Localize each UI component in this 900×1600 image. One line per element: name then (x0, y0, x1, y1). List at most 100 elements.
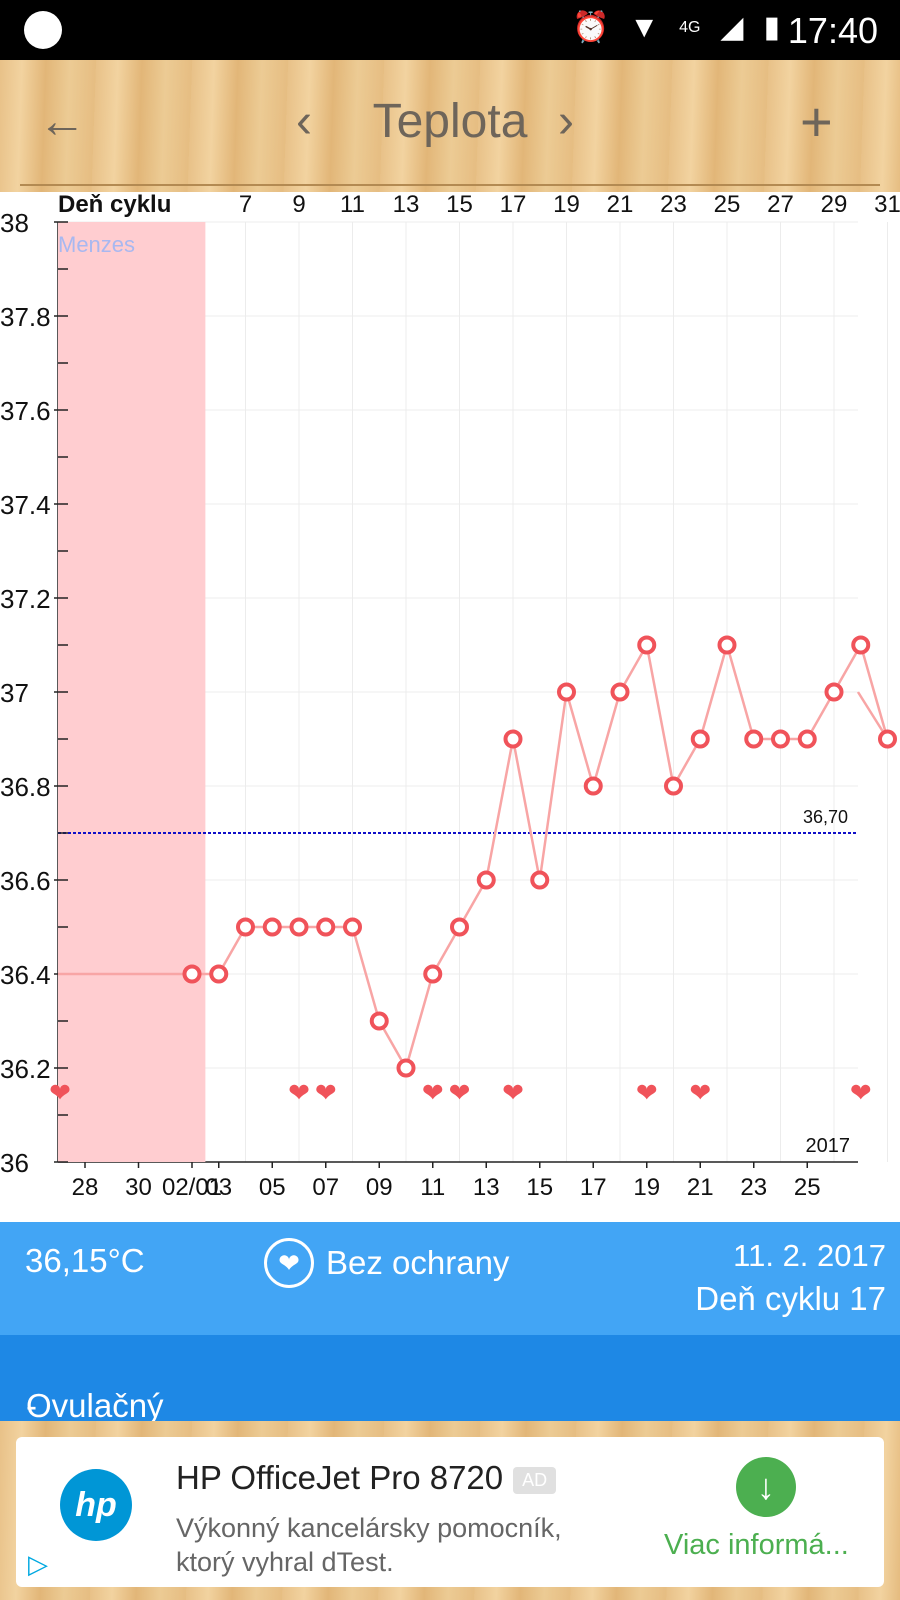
prev-chevron-icon[interactable]: ‹ (296, 95, 312, 148)
temperature-point[interactable] (664, 776, 683, 796)
heart-icon[interactable]: ❤ (422, 1079, 444, 1109)
y-tick-label: 37 (0, 678, 29, 708)
top-tick-label: 25 (714, 192, 741, 218)
status-bar: ⏰ ▼ 4G ◢ ▮ 17:40 (0, 0, 900, 60)
temperature-point[interactable] (289, 917, 309, 937)
temperature-chart[interactable]: Menzes 36,70 38 37.8 37.6 37.4 37.2 37 36.8 36.… (0, 192, 900, 1222)
ad-title-text: HP OfficeJet Pro 8720 (176, 1459, 504, 1496)
bottom-tick-label: 23 (740, 1174, 767, 1201)
top-tick-label: 23 (660, 192, 687, 218)
toolbar-divider (20, 184, 880, 186)
heart-icon[interactable]: ❤ (449, 1079, 471, 1109)
bottom-tick-label: 03 (205, 1174, 232, 1201)
temperature-point[interactable] (530, 870, 550, 890)
y-tick-label: 37.2 (0, 584, 51, 614)
heart-circle-icon: ❤ (264, 1238, 314, 1288)
bottom-tick-label: 07 (312, 1174, 339, 1201)
top-tick-label: 11 (340, 192, 365, 218)
temperature-point[interactable] (236, 917, 255, 937)
heart-icon[interactable]: ❤ (502, 1079, 524, 1109)
heart-icon[interactable]: ❤ (636, 1079, 658, 1109)
temperature-point[interactable] (182, 964, 202, 984)
top-tick-label: 31 (874, 192, 900, 218)
temperature-point[interactable] (396, 1058, 416, 1078)
download-arrow-icon[interactable]: ↓ (736, 1457, 796, 1517)
temperature-point[interactable] (610, 682, 630, 702)
top-tick-label: 29 (821, 192, 848, 218)
alarm-icon: ⏰ (572, 11, 610, 44)
temperature-point[interactable] (583, 776, 603, 796)
temperature-point[interactable] (717, 635, 737, 655)
bottom-tick-label: 02/01 (162, 1174, 222, 1201)
protection-label: Bez ochrany (326, 1244, 510, 1281)
ad-choices-icon[interactable]: ▷ (28, 1549, 48, 1579)
menses-label: Menzes (58, 232, 135, 257)
add-icon[interactable]: + (800, 90, 833, 153)
top-tick-label: 19 (553, 192, 580, 218)
temperature-point[interactable] (824, 682, 844, 702)
bottom-tick-label: 21 (687, 1174, 714, 1201)
bottom-tick-label: 28 (72, 1174, 99, 1201)
temperature-point[interactable] (797, 729, 817, 749)
temperature-point[interactable] (262, 917, 282, 937)
heart-icon[interactable]: ❤ (850, 1079, 872, 1109)
menses-band (58, 222, 206, 1162)
ad-cta-link[interactable]: Viac informá... (664, 1529, 849, 1561)
top-axis-label: Deň cyklu (58, 192, 171, 218)
temperature-point[interactable] (423, 964, 443, 984)
temperature-point[interactable] (637, 635, 657, 655)
y-tick-label: 37.8 (0, 302, 51, 332)
y-tick-label: 36.6 (0, 866, 51, 896)
ad-card[interactable]: hp ▷ HP OfficeJet Pro 8720 AD Výkonný kan… (16, 1437, 884, 1587)
temperature-point[interactable] (316, 917, 336, 937)
ad-description-line-2: ktorý vyhral dTest. (176, 1547, 394, 1577)
heart-icon[interactable]: ❤ (315, 1079, 337, 1109)
temperature-point[interactable] (343, 917, 362, 937)
ovulation-test-row[interactable]: Ovulačný test: -- (0, 1335, 900, 1462)
temperature-point[interactable] (771, 729, 790, 749)
temperature-point[interactable] (503, 729, 523, 749)
messenger-icon (24, 11, 62, 49)
bottom-tick-label: 19 (633, 1174, 660, 1201)
temperature-point[interactable] (476, 870, 496, 890)
bottom-tick-label: 15 (526, 1174, 553, 1201)
top-tick-label: 17 (500, 192, 527, 218)
temperature-point[interactable] (851, 635, 871, 655)
temperature-point[interactable] (369, 1011, 389, 1031)
bottom-tick-label: 25 (794, 1174, 821, 1201)
temperature-point[interactable] (450, 917, 469, 937)
top-tick-label: 13 (393, 192, 420, 218)
hp-logo: hp (60, 1469, 132, 1541)
temperature-point[interactable] (744, 729, 764, 749)
temperature-point[interactable] (209, 964, 229, 984)
wifi-icon: ▼ (629, 10, 660, 44)
ad-title: HP OfficeJet Pro 8720 AD (176, 1459, 557, 1497)
year-label: 2017 (806, 1135, 851, 1157)
heart-icon[interactable]: ❤ (288, 1079, 310, 1109)
ad-description-line-1: Výkonný kancelársky pomocník, (176, 1513, 562, 1543)
selected-date: 11. 2. 2017 (733, 1238, 886, 1273)
back-arrow-icon[interactable]: ← (38, 95, 86, 148)
protection-status: ❤ Bez ochrany (264, 1238, 509, 1288)
bottom-tick-label: 05 (259, 1174, 286, 1201)
y-tick-label: 36.4 (0, 960, 51, 990)
toolbar: ← ‹ Teplota › + (0, 60, 900, 192)
page-title: Teplota (372, 95, 528, 148)
temperature-point[interactable] (878, 729, 897, 749)
y-tick-label: 37.6 (0, 396, 51, 426)
bottom-tick-label: 17 (580, 1174, 607, 1201)
next-chevron-icon[interactable]: › (558, 95, 574, 148)
top-tick-label: 27 (767, 192, 794, 218)
heart-icon[interactable]: ❤ (49, 1079, 71, 1109)
ad-description: Výkonný kancelársky pomocník, ktorý vyhr… (176, 1511, 636, 1579)
temperature-point[interactable] (690, 729, 710, 749)
selected-day-info[interactable]: 36,15°C ❤ Bez ochrany 11. 2. 2017 Deň cy… (0, 1222, 900, 1335)
heart-icon[interactable]: ❤ (689, 1079, 711, 1109)
bottom-tick-label: 09 (366, 1174, 393, 1201)
temperature-point[interactable] (557, 682, 576, 702)
battery-icon: ▮ (763, 11, 780, 44)
y-tick-label: 37.4 (0, 490, 51, 520)
clock: 17:40 (787, 10, 878, 51)
ad-badge: AD (513, 1466, 557, 1494)
y-tick-label: 38 (0, 208, 29, 238)
